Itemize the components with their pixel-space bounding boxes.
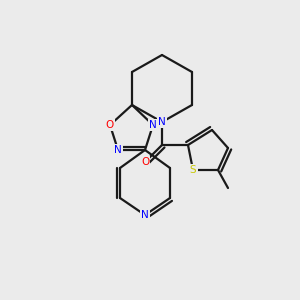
Text: O: O: [106, 120, 114, 130]
Text: N: N: [141, 210, 149, 220]
Text: O: O: [141, 157, 149, 167]
Text: N: N: [158, 117, 166, 127]
Text: S: S: [190, 165, 196, 175]
Text: N: N: [114, 145, 122, 155]
Text: N: N: [149, 120, 157, 130]
